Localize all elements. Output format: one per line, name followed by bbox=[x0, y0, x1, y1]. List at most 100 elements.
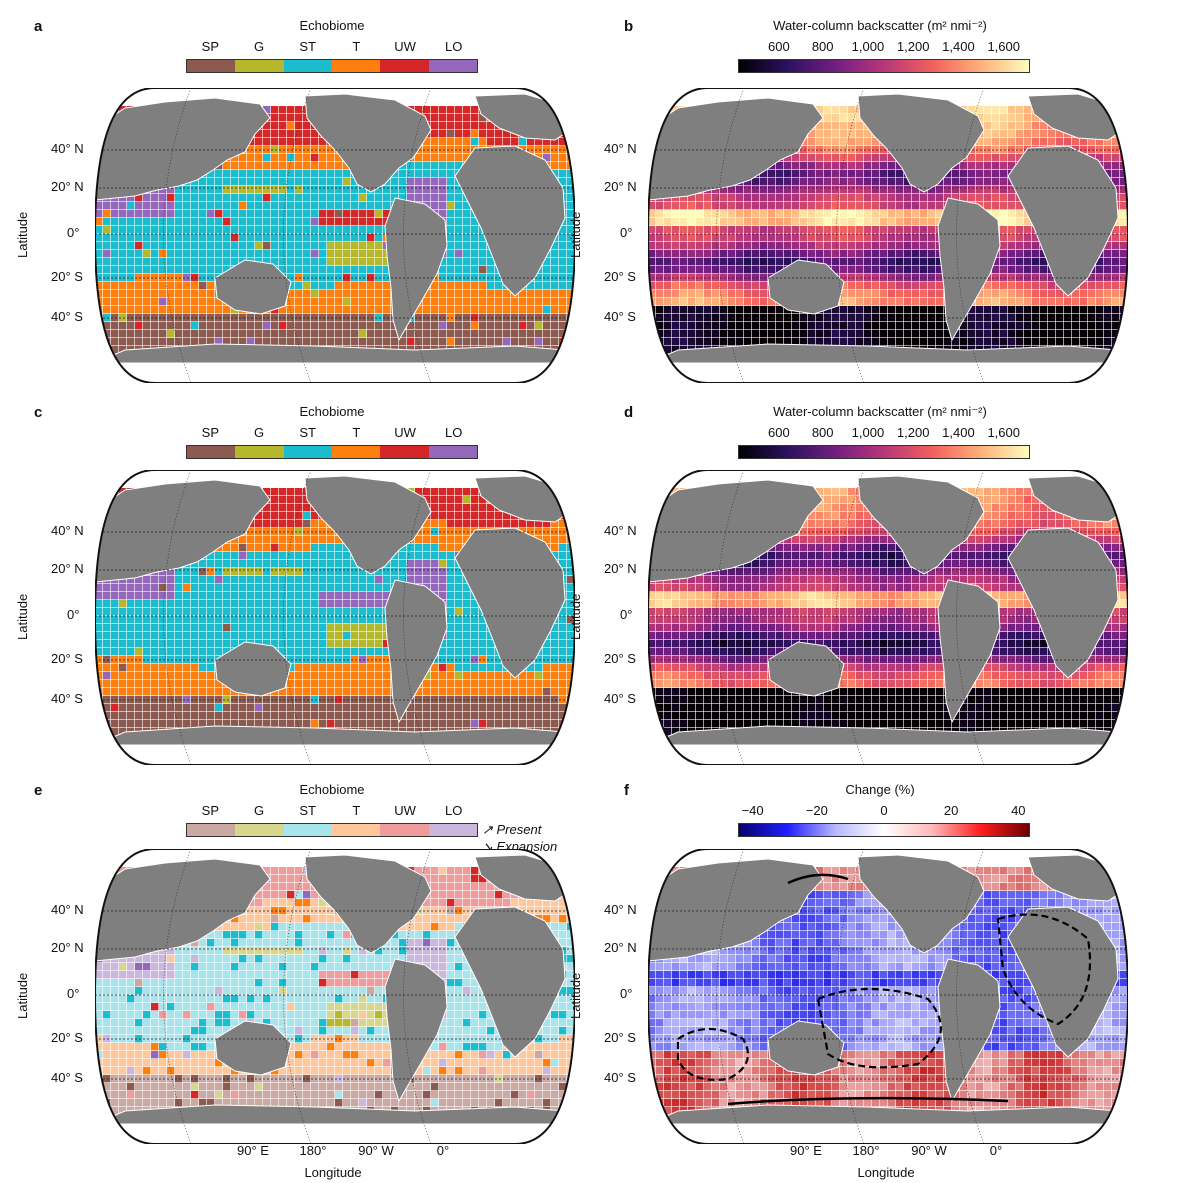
grid-cell bbox=[896, 258, 904, 266]
grid-cell bbox=[872, 218, 880, 226]
grid-cell bbox=[1112, 170, 1120, 178]
grid-cell bbox=[808, 210, 816, 218]
grid-cell bbox=[567, 210, 575, 218]
grid-cell bbox=[856, 194, 864, 202]
grid-cell bbox=[519, 306, 527, 314]
grid-cell bbox=[391, 552, 399, 560]
grid-cell bbox=[1024, 314, 1032, 322]
grid-cell bbox=[447, 170, 455, 178]
grid-cell bbox=[896, 226, 904, 234]
grid-cell bbox=[375, 322, 383, 330]
grid-cell bbox=[439, 186, 447, 194]
grid-cell bbox=[1000, 130, 1008, 138]
grid-cell bbox=[239, 314, 247, 322]
grid-cell bbox=[455, 218, 463, 226]
grid-cell bbox=[1032, 306, 1040, 314]
grid-cell bbox=[311, 162, 319, 170]
grid-cell bbox=[215, 250, 223, 258]
grid-cell bbox=[343, 338, 351, 346]
grid-cell bbox=[1056, 298, 1064, 306]
grid-cell bbox=[303, 170, 311, 178]
grid-cell bbox=[567, 338, 575, 346]
grid-cell bbox=[263, 170, 271, 178]
grid-cell bbox=[295, 274, 303, 282]
land-mass bbox=[937, 197, 1001, 342]
grid-cell bbox=[199, 298, 207, 306]
grid-cell bbox=[231, 608, 239, 616]
grid-cell bbox=[391, 186, 399, 194]
grid-cell bbox=[1040, 266, 1048, 274]
grid-cell bbox=[447, 154, 455, 162]
grid-cell bbox=[888, 194, 896, 202]
grid-cell bbox=[367, 600, 375, 608]
grid-cell bbox=[527, 298, 535, 306]
grid-cell bbox=[880, 258, 888, 266]
grid-cell bbox=[335, 632, 343, 640]
grid-cell bbox=[135, 202, 143, 210]
grid-cell bbox=[567, 258, 575, 266]
grid-cell bbox=[191, 186, 199, 194]
grid-cell bbox=[311, 338, 319, 346]
grid-cell bbox=[567, 592, 575, 600]
grid-cell bbox=[199, 600, 207, 608]
grid-cell bbox=[1064, 138, 1072, 146]
grid-cell bbox=[856, 274, 864, 282]
grid-cell bbox=[359, 194, 367, 202]
grid-cell bbox=[672, 282, 680, 290]
grid-cell bbox=[840, 122, 848, 130]
grid-cell bbox=[415, 178, 423, 186]
grid-cell bbox=[303, 520, 311, 528]
grid-cell bbox=[816, 330, 824, 338]
grid-cell bbox=[223, 544, 231, 552]
grid-cell bbox=[896, 170, 904, 178]
grid-cell bbox=[191, 274, 199, 282]
grid-cell bbox=[567, 520, 575, 528]
grid-cell bbox=[255, 162, 263, 170]
grid-cell bbox=[824, 178, 832, 186]
grid-cell bbox=[423, 520, 431, 528]
grid-cell bbox=[551, 322, 559, 330]
grid-cell bbox=[351, 258, 359, 266]
grid-cell bbox=[872, 330, 880, 338]
grid-cell bbox=[816, 258, 824, 266]
grid-cell bbox=[375, 266, 383, 274]
grid-cell bbox=[351, 314, 359, 322]
grid-cell bbox=[279, 258, 287, 266]
grid-cell bbox=[664, 290, 672, 298]
grid-cell bbox=[263, 146, 271, 154]
grid-cell bbox=[423, 146, 431, 154]
grid-cell bbox=[439, 282, 447, 290]
grid-cell bbox=[183, 330, 191, 338]
grid-cell bbox=[239, 600, 247, 608]
grid-cell bbox=[856, 178, 864, 186]
grid-cell bbox=[207, 314, 215, 322]
grid-cell bbox=[1032, 298, 1040, 306]
grid-cell bbox=[431, 544, 439, 552]
grid-cell bbox=[784, 178, 792, 186]
grid-cell bbox=[1008, 210, 1016, 218]
grid-cell bbox=[327, 584, 335, 592]
grid-cell bbox=[311, 624, 319, 632]
grid-cell bbox=[471, 632, 479, 640]
grid-cell bbox=[904, 274, 912, 282]
grid-cell bbox=[720, 218, 728, 226]
grid-cell bbox=[503, 138, 511, 146]
grid-cell bbox=[784, 322, 792, 330]
grid-cell bbox=[1120, 194, 1128, 202]
grid-cell bbox=[127, 584, 135, 592]
grid-cell bbox=[463, 210, 471, 218]
grid-cell bbox=[95, 250, 103, 258]
grid-cell bbox=[183, 282, 191, 290]
grid-cell bbox=[1048, 298, 1056, 306]
grid-cell bbox=[463, 290, 471, 298]
grid-cell bbox=[936, 186, 944, 194]
grid-cell bbox=[479, 266, 487, 274]
grid-cell bbox=[808, 250, 816, 258]
panel-a: a Echobiome bbox=[0, 18, 560, 403]
grid-cell bbox=[832, 210, 840, 218]
grid-cell bbox=[800, 218, 808, 226]
grid-cell bbox=[936, 194, 944, 202]
colorbar-tick-label: 1,400 bbox=[942, 39, 975, 54]
grid-cell bbox=[728, 186, 736, 194]
grid-cell bbox=[119, 258, 127, 266]
